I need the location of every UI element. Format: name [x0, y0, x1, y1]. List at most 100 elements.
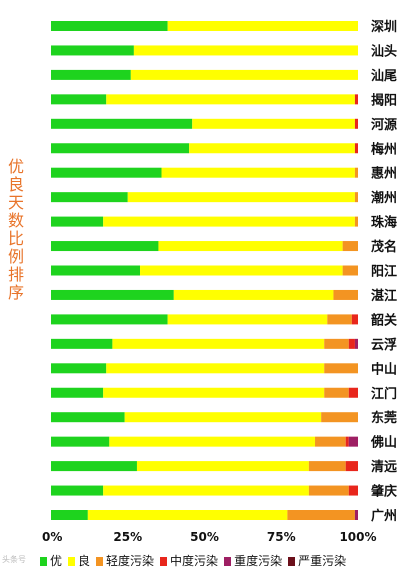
x-tick-label: 75%: [267, 530, 296, 544]
bar-segment: [354, 143, 358, 154]
bar-segment: [315, 436, 346, 447]
bar-segment: [345, 436, 349, 447]
bar-segment: [324, 363, 358, 374]
bar-segment: [51, 167, 162, 178]
bar-segment: [109, 436, 316, 447]
bar-segment: [167, 21, 358, 31]
bar-segment: [51, 510, 88, 520]
y-tick-label: 清远: [371, 459, 397, 475]
bar-segment: [133, 45, 358, 56]
y-tick-label: 阳江: [371, 264, 397, 280]
bar-segment: [348, 485, 358, 496]
bar-segment: [348, 387, 358, 398]
y-tick-label: 江门: [371, 386, 397, 402]
y-tick-label: 云浮: [371, 337, 397, 353]
legend-label: 良: [78, 554, 91, 568]
bar-segment: [351, 314, 358, 325]
legend-swatch: [160, 557, 168, 566]
y-tick-label: 湛江: [371, 288, 397, 304]
bar-segment: [173, 289, 334, 300]
bar-segment: [51, 241, 159, 252]
y-tick-label: 茂名: [371, 239, 397, 255]
bar-segment: [51, 21, 168, 31]
bar-segment: [51, 45, 134, 56]
bar-segment: [51, 363, 107, 374]
bar-segment: [189, 143, 355, 154]
bar-segment: [51, 118, 193, 129]
legend-swatch: [224, 557, 232, 566]
bar-segment: [345, 461, 358, 472]
bar-segment: [308, 461, 346, 472]
bar-segment: [321, 412, 358, 423]
watermark: 头条号: [2, 555, 26, 564]
bar-segment: [354, 216, 358, 227]
y-tick-label: 佛山: [370, 435, 397, 451]
bar-segment: [324, 387, 349, 398]
legend-swatch: [96, 557, 104, 566]
bar-segment: [51, 192, 128, 203]
x-tick-label: 25%: [113, 530, 142, 544]
x-tick-label: 50%: [190, 530, 219, 544]
bar-segment: [324, 338, 349, 349]
bar-segment: [51, 216, 104, 227]
y-tick-label: 东莞: [371, 410, 397, 426]
bar-segment: [130, 69, 358, 80]
y-tick-label: 汕尾: [371, 68, 397, 84]
bar-segment: [354, 192, 358, 203]
bar-segment: [287, 510, 355, 520]
x-tick-label: 0%: [42, 530, 62, 544]
legend-label: 优: [50, 554, 63, 568]
bar-segment: [51, 289, 174, 300]
bar-segment: [51, 485, 104, 496]
bar-segment: [354, 510, 358, 520]
bar-segment: [348, 436, 358, 447]
bar-segment: [192, 118, 355, 129]
bar-segment: [140, 265, 343, 276]
legend-swatch: [40, 557, 47, 566]
bar-segment: [308, 485, 349, 496]
y-tick-label: 深圳: [371, 19, 397, 35]
bar-segment: [51, 338, 113, 349]
y-tick-label: 汕头: [371, 43, 397, 59]
legend-item: 重度污染: [224, 552, 282, 569]
bar-segment: [354, 338, 358, 349]
bar-segment: [327, 314, 352, 325]
bar-segment: [127, 192, 355, 203]
bar-segment: [112, 338, 325, 349]
bar-segment: [51, 387, 104, 398]
bar-segment: [103, 387, 325, 398]
bar-segment: [51, 143, 190, 154]
bar-segment: [158, 241, 343, 252]
bar-segment: [354, 94, 358, 105]
bar-segment: [161, 167, 355, 178]
legend-label: 中度污染: [170, 554, 219, 568]
legend-swatch: [288, 557, 296, 566]
legend-label: 严重污染: [298, 554, 347, 568]
bar-segment: [51, 69, 131, 80]
bar-segment: [106, 94, 355, 105]
bar-segment: [136, 461, 309, 472]
bar-segment: [167, 314, 328, 325]
y-tick-label: 惠州: [371, 166, 397, 182]
y-tick-label: 揭阳: [371, 92, 397, 108]
legend-label: 重度污染: [234, 554, 283, 568]
bar-segment: [87, 510, 288, 520]
bar-segment: [51, 94, 107, 105]
bar-segment: [124, 412, 322, 423]
bar-segment: [106, 363, 325, 374]
bar-segment: [103, 216, 355, 227]
legend-item: 优: [40, 552, 62, 569]
bar-segment: [51, 461, 137, 472]
bar-segment: [333, 289, 358, 300]
legend-item: 中度污染: [160, 552, 218, 569]
legend-item: 轻度污染: [96, 552, 154, 569]
legend-label: 轻度污染: [106, 554, 155, 568]
bar-segment: [342, 241, 358, 252]
bar-segment: [342, 265, 358, 276]
y-tick-label: 广州: [371, 508, 397, 524]
bar-segment: [51, 265, 141, 276]
y-tick-label: 韶关: [371, 312, 397, 328]
chart-legend: 优 良 轻度污染 中度污染 重度污染 严重污染: [40, 552, 352, 569]
bar-segment: [51, 412, 125, 423]
